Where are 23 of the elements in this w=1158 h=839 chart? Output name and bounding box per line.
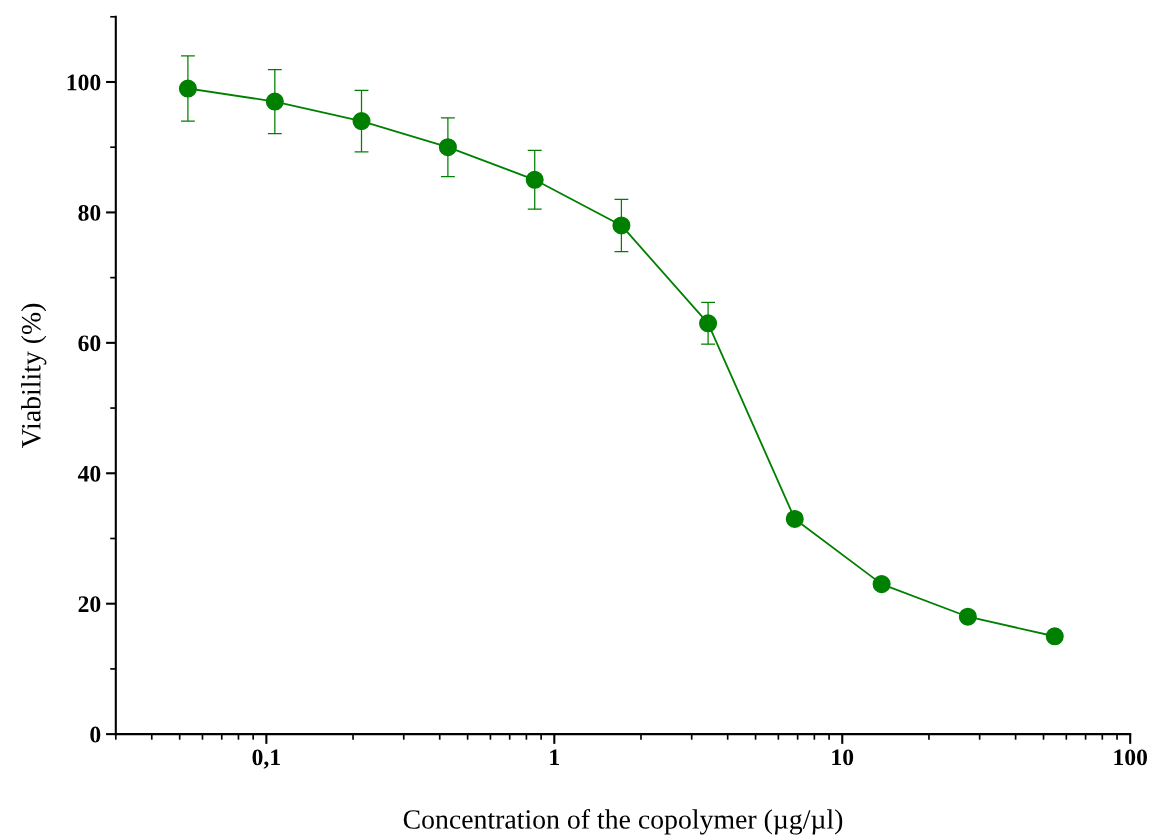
point (265, 92, 284, 111)
y-tick-label: 100 (67, 74, 101, 91)
x-tick-label: 1 (550, 749, 559, 766)
x-tick-label: 0,1 (252, 749, 280, 769)
x-axis-title: Concentration of the copolymer (µg/µl) (403, 809, 843, 835)
x-tick-label: 10 (832, 749, 854, 766)
point (352, 112, 371, 131)
x-tick-label: 100 (1114, 749, 1148, 766)
point (1045, 627, 1064, 646)
point (699, 314, 718, 333)
point (958, 607, 977, 626)
y-tick-label: 40 (77, 465, 101, 482)
y-axis-title: Viability (%) (21, 303, 47, 448)
point (872, 575, 891, 594)
point (525, 170, 544, 189)
point (438, 138, 457, 157)
point (785, 509, 804, 528)
y-tick-label: 60 (78, 335, 101, 352)
point (178, 79, 197, 98)
point (612, 216, 631, 235)
y-tick-label: 20 (78, 596, 101, 613)
y-tick-label: 0 (90, 726, 101, 743)
y-tick-label: 80 (78, 204, 101, 221)
